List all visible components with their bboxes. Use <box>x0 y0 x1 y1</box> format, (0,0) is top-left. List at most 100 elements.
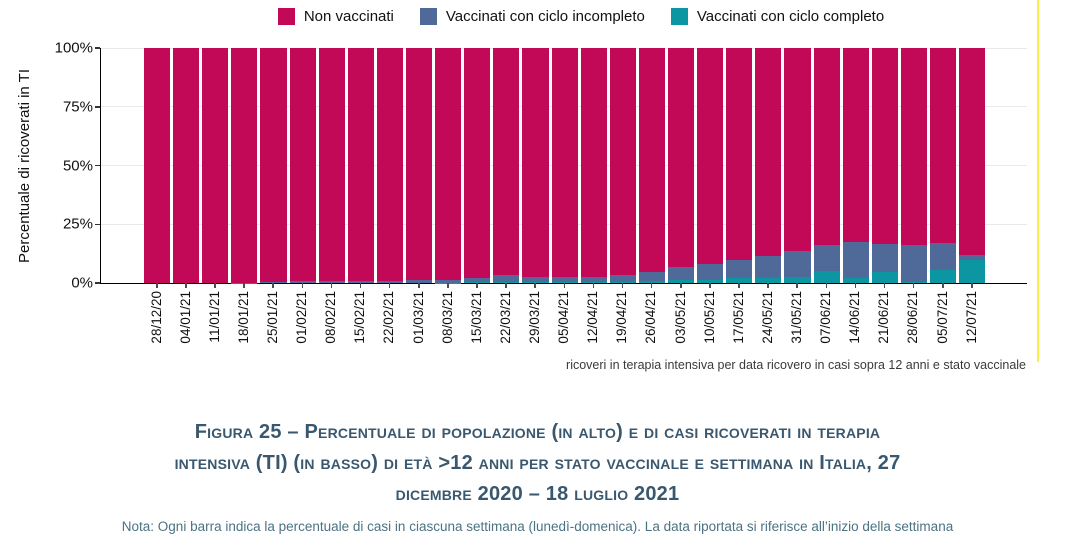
x-label-text: 19/04/21 <box>614 291 630 344</box>
bar-segment <box>260 48 287 283</box>
bar-segment <box>347 48 374 281</box>
x-tick-mark <box>388 283 391 288</box>
x-tick-mark <box>680 283 682 288</box>
x-label-25/01/21: 25/01/21 <box>259 283 285 360</box>
bar-segment <box>900 245 927 283</box>
bar-segment <box>435 48 462 280</box>
bar-14/06/21 <box>842 48 869 283</box>
bar-11/01/21 <box>202 48 229 283</box>
x-label-text: 26/04/21 <box>643 291 659 344</box>
bar-segment <box>580 282 607 283</box>
bar-28/12/20 <box>144 48 171 283</box>
bar-segment <box>813 245 840 271</box>
y-tick-mark <box>95 106 100 108</box>
bar-segment <box>813 48 840 246</box>
bar-segment <box>289 48 316 282</box>
bar-segment <box>697 280 724 283</box>
x-label-05/04/21: 05/04/21 <box>551 283 577 360</box>
bar-segment <box>959 255 986 260</box>
bar-05/04/21 <box>551 48 578 283</box>
x-label-04/01/21: 04/01/21 <box>172 283 198 360</box>
x-label-text: 10/05/21 <box>701 291 717 344</box>
legend-item-2: Vaccinati con ciclo completo <box>670 8 885 25</box>
x-tick-mark <box>825 283 828 288</box>
x-label-text: 17/05/21 <box>730 291 746 344</box>
x-label-28/12/20: 28/12/20 <box>143 283 169 360</box>
x-tick-mark <box>447 283 449 288</box>
x-tick-mark <box>214 283 216 288</box>
figure-caption: Figura 25 – Percentuale di popolazione (… <box>0 417 1075 510</box>
x-label-26/04/21: 26/04/21 <box>638 283 664 360</box>
bar-segment <box>784 251 811 277</box>
x-tick-mark <box>156 283 158 288</box>
bar-03/05/21 <box>667 48 695 283</box>
x-tick-mark <box>738 283 740 288</box>
x-label-text: 25/01/21 <box>264 291 280 344</box>
x-label-text: 12/04/21 <box>585 291 601 344</box>
y-tick-label-100%: 100% <box>54 39 93 57</box>
x-label-21/06/21: 21/06/21 <box>871 283 897 360</box>
bar-01/02/21 <box>289 48 316 283</box>
bar-segment <box>551 48 578 278</box>
x-label-text: 05/04/21 <box>556 291 572 344</box>
bar-segment <box>959 48 986 256</box>
y-tick-mark <box>95 282 100 284</box>
y-tick-label-75%: 75% <box>62 98 93 116</box>
x-label-05/07/21: 05/07/21 <box>929 283 955 360</box>
x-label-22/03/21: 22/03/21 <box>492 283 518 360</box>
bar-17/05/21 <box>726 48 753 283</box>
bar-segment <box>260 282 287 283</box>
bar-segment <box>522 277 549 283</box>
x-label-text: 29/03/21 <box>526 291 542 344</box>
caption-line-2: intensiva (TI) (in basso) di età >12 ann… <box>174 452 901 474</box>
bar-segment <box>173 48 200 283</box>
bar-segment <box>580 276 607 283</box>
bar-segment <box>522 282 549 283</box>
x-label-text: 28/06/21 <box>905 291 921 344</box>
legend-item-0: Non vaccinati <box>277 8 394 25</box>
x-label-text: 15/03/21 <box>468 291 484 344</box>
x-label-text: 01/02/21 <box>294 291 310 344</box>
bar-segment <box>842 48 869 243</box>
bar-segment <box>638 272 665 281</box>
x-tick-mark <box>359 283 362 288</box>
x-label-15/03/21: 15/03/21 <box>463 283 489 360</box>
x-tick-mark <box>621 283 624 288</box>
bar-segment <box>667 267 695 281</box>
bar-22/02/21 <box>376 48 403 283</box>
legend-swatch-icon <box>670 8 688 25</box>
x-label-19/04/21: 19/04/21 <box>609 283 635 360</box>
x-label-text: 31/05/21 <box>788 291 804 344</box>
x-label-17/05/21: 17/05/21 <box>725 283 751 360</box>
x-tick-mark <box>243 283 245 288</box>
x-label-24/05/21: 24/05/21 <box>754 283 780 360</box>
x-tick-mark <box>476 283 478 288</box>
legend-swatch-icon <box>419 8 437 25</box>
x-label-text: 24/05/21 <box>759 291 775 344</box>
x-tick-mark <box>942 283 944 288</box>
bar-segment <box>376 48 403 281</box>
bar-segment <box>464 282 491 283</box>
bar-segment <box>667 280 695 283</box>
bar-15/03/21 <box>464 48 491 283</box>
x-tick-mark <box>883 283 886 288</box>
x-axis-labels: 28/12/20 04/01/21 11/01/21 18/01/21 25/01/21… <box>143 283 984 360</box>
caption-line-3: dicembre 2020 – 18 luglio 2021 <box>395 483 680 505</box>
bar-10/05/21 <box>697 48 724 283</box>
bar-26/04/21 <box>638 48 665 283</box>
bar-segment <box>551 277 578 283</box>
x-label-14/06/21: 14/06/21 <box>842 283 868 360</box>
bar-segment <box>959 259 986 283</box>
bar-segment <box>667 48 695 268</box>
bar-segment <box>231 48 258 283</box>
x-label-text: 28/12/20 <box>148 291 164 344</box>
bar-segment <box>347 280 374 283</box>
bar-segment <box>929 48 957 244</box>
legend-label: Vaccinati con ciclo completo <box>696 8 885 25</box>
x-label-03/05/21: 03/05/21 <box>667 283 693 360</box>
x-label-01/03/21: 01/03/21 <box>405 283 431 360</box>
x-label-11/01/21: 11/01/21 <box>201 283 227 360</box>
bar-segment <box>464 278 491 283</box>
x-label-text: 07/06/21 <box>818 291 834 344</box>
bar-segment <box>871 48 898 244</box>
